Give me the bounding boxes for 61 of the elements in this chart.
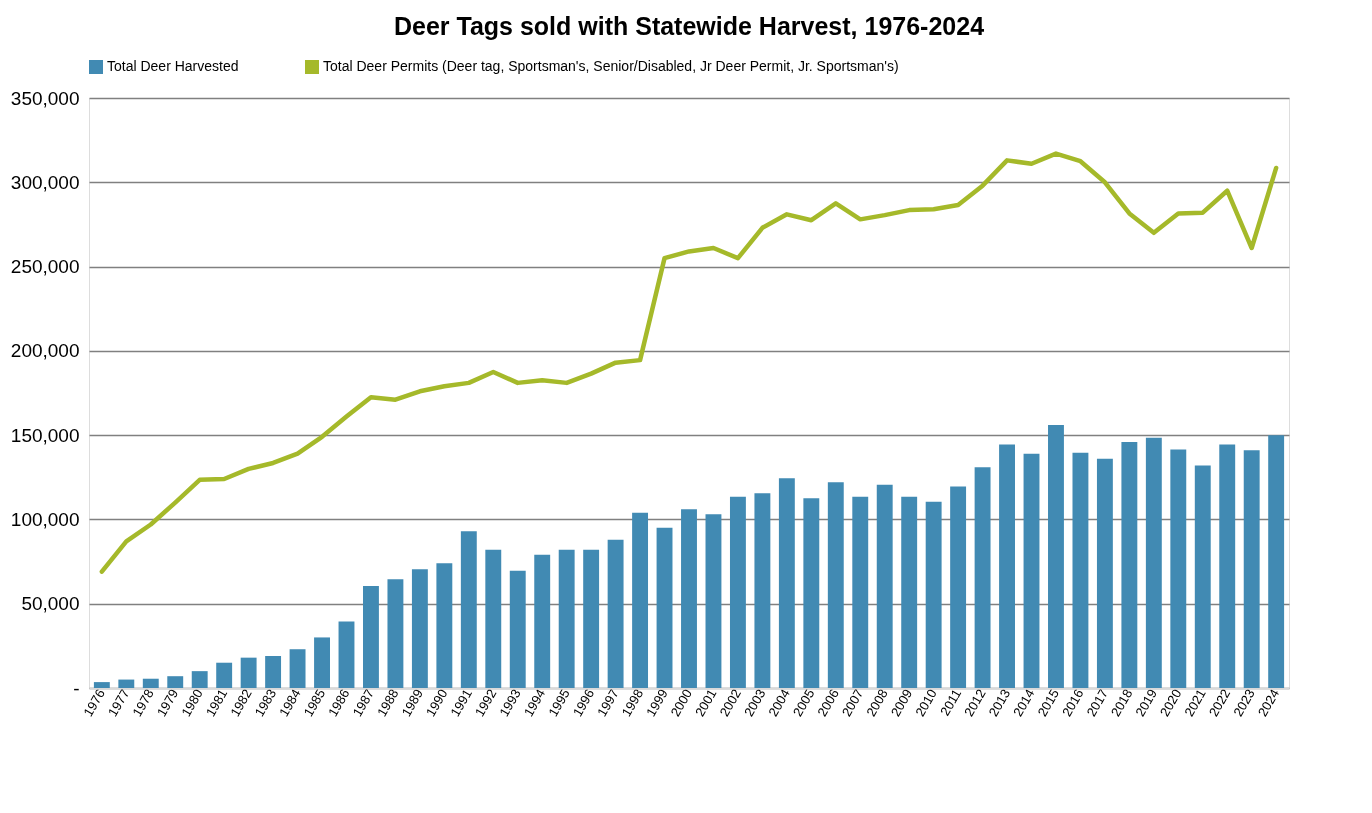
bar: [827, 482, 844, 688]
chart-title: Deer Tags sold with Statewide Harvest, 1976-2024: [393, 12, 985, 40]
bar: [436, 563, 453, 688]
bar: [1121, 441, 1138, 688]
bar: [876, 484, 893, 688]
bar: [754, 493, 771, 688]
bar: [729, 496, 746, 688]
bar: [509, 570, 526, 688]
bar: [1194, 465, 1211, 688]
legend-label: Total Deer Harvested: [107, 58, 239, 74]
bar: [999, 444, 1015, 688]
bar: [1145, 437, 1162, 688]
bar: [411, 569, 428, 688]
legend-label: Total Deer Permits (Deer tag, Sportsman's, Senior/Disabled, Jr Deer Permit, Jr. Sportsman's): [323, 58, 899, 74]
bar: [485, 549, 502, 688]
bar: [387, 579, 404, 688]
bar: [656, 527, 673, 688]
bar: [778, 478, 795, 688]
bar: [1170, 449, 1187, 688]
bar: [705, 514, 722, 688]
bar: [1219, 444, 1236, 688]
y-tick-label: 150,000: [10, 424, 80, 446]
bar: [607, 539, 624, 688]
bar: [289, 649, 306, 688]
bar: [460, 531, 477, 688]
bar: [142, 678, 159, 688]
bar: [558, 549, 575, 688]
bar: [803, 498, 820, 688]
bar: [1243, 450, 1260, 688]
bar: [265, 655, 282, 688]
bar: [583, 549, 600, 688]
bar: [901, 496, 918, 688]
y-tick-label: 100,000: [10, 508, 80, 530]
bar: [240, 657, 257, 688]
y-tick-label: 200,000: [10, 340, 80, 362]
y-tick-label: 350,000: [10, 87, 80, 109]
bar: [681, 509, 697, 688]
y-tick-label: -: [73, 677, 80, 699]
y-tick-label: 50,000: [21, 593, 80, 615]
bar: [216, 662, 233, 688]
bar: [925, 501, 942, 688]
bar: [1023, 453, 1040, 688]
bar: [338, 621, 355, 688]
bar: [852, 496, 869, 688]
bar: [314, 637, 330, 688]
bar: [191, 671, 208, 688]
y-tick-label: 300,000: [10, 171, 80, 193]
line-series: [99, 151, 1279, 574]
bar: [632, 512, 649, 688]
bar: [167, 676, 184, 688]
bar: [1072, 452, 1089, 688]
bar: [118, 679, 135, 688]
bar: [534, 554, 551, 688]
bar: [1048, 425, 1064, 688]
bar: [363, 586, 379, 688]
bar: [1096, 458, 1113, 688]
bar: [1268, 435, 1285, 688]
bar: [950, 486, 967, 688]
bar: [93, 682, 110, 688]
y-tick-label: 250,000: [10, 256, 80, 278]
bar: [974, 467, 991, 688]
